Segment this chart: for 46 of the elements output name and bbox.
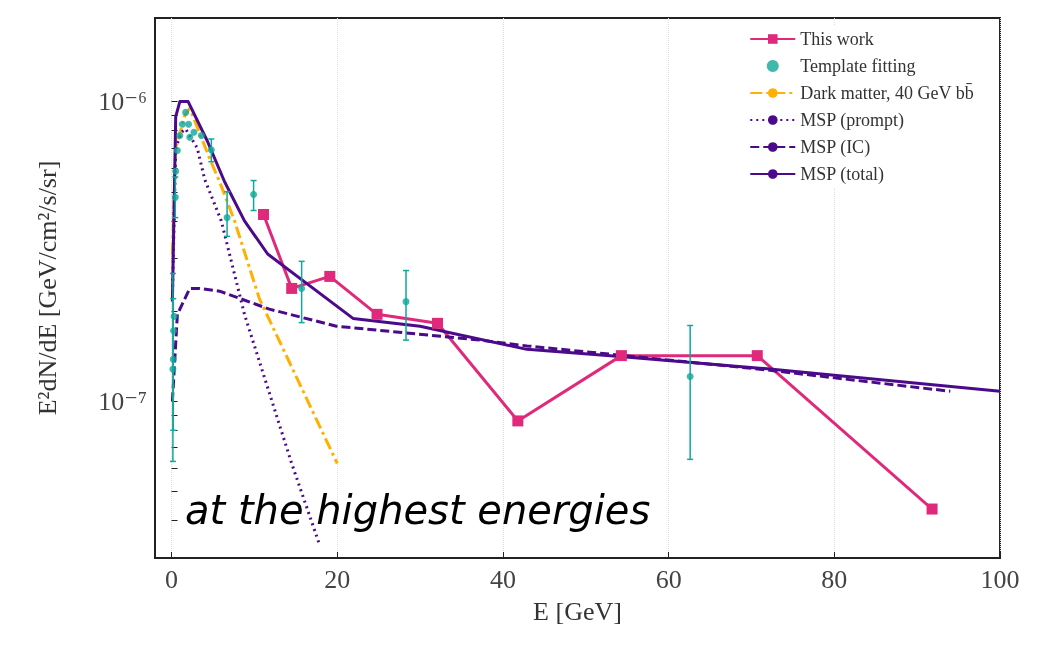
x-tick-label: 40 bbox=[489, 564, 516, 594]
legend-label: MSP (total) bbox=[800, 164, 885, 185]
x-tick-label: 0 bbox=[165, 564, 179, 594]
y-tick-label: 10⁻⁶ bbox=[98, 87, 147, 117]
point bbox=[512, 415, 524, 427]
legend-label: MSP (prompt) bbox=[800, 110, 905, 131]
point bbox=[190, 128, 198, 136]
point bbox=[185, 120, 193, 128]
point bbox=[182, 108, 190, 116]
point bbox=[258, 208, 270, 220]
point bbox=[615, 350, 627, 362]
point bbox=[432, 317, 443, 329]
x-tick-label: 60 bbox=[655, 564, 682, 594]
point bbox=[324, 270, 336, 282]
point bbox=[173, 146, 181, 154]
x-tick-label: 20 bbox=[324, 564, 351, 594]
point bbox=[207, 146, 215, 154]
point bbox=[197, 132, 205, 140]
x-tick-label: 100 bbox=[980, 564, 1020, 594]
legend-label: Dark matter, 40 GeV bb̄ bbox=[800, 82, 974, 103]
point bbox=[250, 190, 258, 198]
legend-label: This work bbox=[800, 29, 874, 49]
point bbox=[223, 214, 231, 222]
point bbox=[178, 120, 186, 128]
legend-label: Template fitting bbox=[800, 56, 916, 76]
y-tick-label: 10⁻⁷ bbox=[98, 386, 147, 416]
x-tick-label: 80 bbox=[821, 564, 848, 594]
point bbox=[751, 350, 763, 362]
point bbox=[186, 133, 194, 141]
x-axis-title: E [GeV] bbox=[533, 596, 622, 626]
point bbox=[926, 503, 938, 515]
point bbox=[176, 132, 184, 140]
point bbox=[170, 327, 178, 335]
point bbox=[686, 372, 694, 380]
line-series bbox=[170, 106, 339, 465]
point bbox=[171, 193, 179, 201]
point bbox=[169, 365, 177, 373]
point bbox=[298, 284, 306, 292]
point bbox=[402, 298, 410, 306]
point bbox=[170, 312, 178, 320]
legend-label: MSP (IC) bbox=[800, 137, 871, 158]
annotation: at the highest energies bbox=[185, 487, 651, 533]
point bbox=[371, 308, 383, 320]
point bbox=[286, 282, 298, 294]
y-axis-title: E²dN/dE [GeV/cm²/s/sr] bbox=[32, 160, 62, 416]
point bbox=[169, 355, 177, 363]
